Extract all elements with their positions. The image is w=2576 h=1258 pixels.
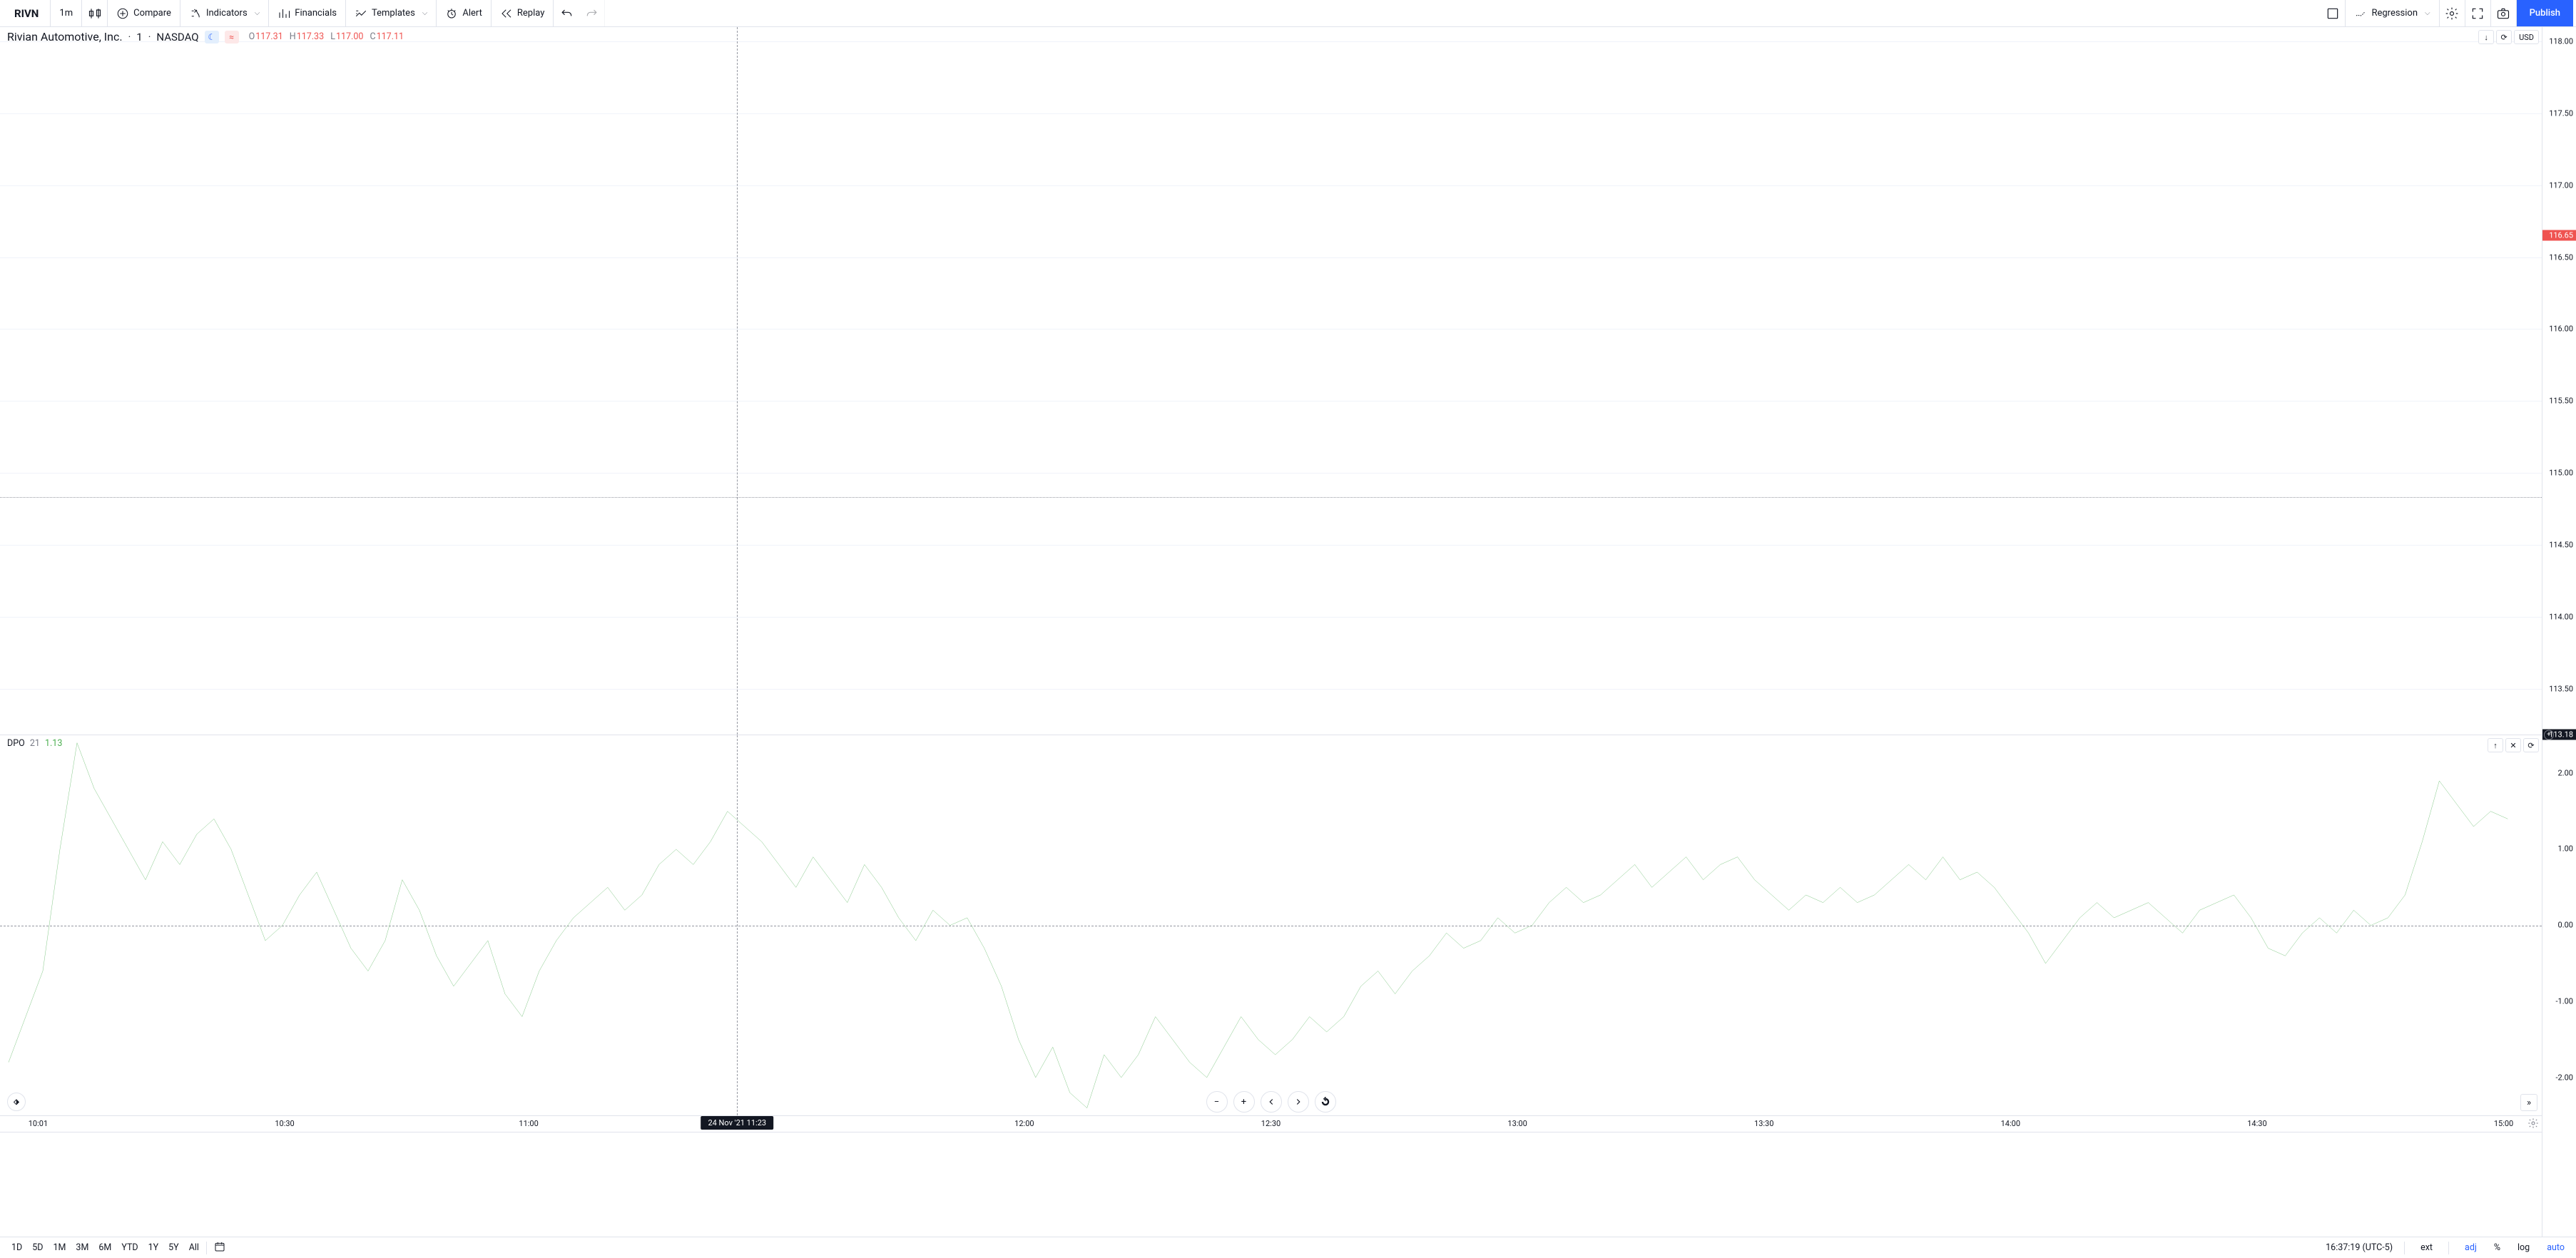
indicator-tick: 2.00 [2558,768,2573,777]
range-1y[interactable]: 1Y [144,1239,163,1256]
crosshair-price-label: 113.18+ [2542,730,2576,740]
symbol-search[interactable]: RIVN [3,0,51,26]
time-tick: 11:00 [519,1119,538,1128]
zoom-in-button[interactable]: + [1233,1091,1255,1113]
symbol-name[interactable]: Rivian Automotive, Inc. [7,30,123,44]
currency-selector[interactable]: USD [2514,30,2539,44]
range-all[interactable]: All [185,1239,203,1256]
indicator-tick: -2.00 [2556,1073,2574,1082]
top-toolbar: RIVN 1m Compare Indicators⌵ Financials T… [0,0,2576,27]
bottom-bar: 1D5D1M3M6MYTD1Y5YAll 16:37:19 (UTC-5) ex… [0,1237,2576,1258]
range-ytd[interactable]: YTD [117,1239,142,1256]
range-3m[interactable]: 3M [71,1239,93,1256]
compare-button[interactable]: Compare [108,0,180,26]
clock: 16:37:19 (UTC-5) [2326,1242,2393,1253]
undo-button[interactable] [554,0,579,26]
go-to-realtime-button[interactable]: » [2520,1094,2537,1111]
indicator-tick: -1.00 [2556,997,2574,1006]
chart-area: Rivian Automotive, Inc. · 1 · NASDAQ ☾ ≈… [0,27,2576,1237]
indicators-button[interactable]: Indicators⌵ [180,0,269,26]
delay-icon: ≈ [225,31,239,44]
indicator-pane[interactable]: DPO 21 1.13 ↑ ✕ ⟳ − + ⬗ » [0,735,2542,1115]
close-pane-button[interactable]: ✕ [2505,738,2521,752]
goto-date-button[interactable] [210,1238,230,1258]
scroll-left-button[interactable] [1261,1091,1282,1113]
price-tick: 116.50 [2549,252,2573,262]
chart-navigation: − + [1206,1091,1336,1113]
price-tick: 117.00 [2549,180,2573,190]
price-tick: 113.50 [2549,684,2573,693]
auto-scale-toggle[interactable]: auto [2542,1239,2569,1256]
financials-button[interactable]: Financials [269,0,346,26]
price-tick: 118.00 [2549,37,2573,46]
price-tick: 114.00 [2549,612,2573,621]
indicator-tick: 0.00 [2558,921,2573,930]
fullscreen-button[interactable] [2465,0,2491,26]
templates-button[interactable]: Templates⌵ [346,0,437,26]
alert-button[interactable]: Alert [437,0,492,26]
adj-toggle[interactable]: adj [2460,1239,2481,1256]
move-pane-up-button[interactable]: ↑ [2488,738,2503,752]
price-tick: 115.50 [2549,397,2573,406]
last-price-label: 116.65 [2542,230,2576,241]
auto-scale-button[interactable]: ⟳ [2496,30,2512,44]
time-tick: 14:00 [2001,1119,2020,1128]
ohlc-values: O117.31 H117.33 L117.00 C117.11 [245,31,404,42]
settings-button[interactable] [2440,0,2465,26]
range-1d[interactable]: 1D [7,1239,26,1256]
scroll-right-button[interactable] [1288,1091,1309,1113]
layout-button[interactable] [2320,0,2346,26]
redo-button[interactable] [579,0,605,26]
price-pane[interactable]: Rivian Automotive, Inc. · 1 · NASDAQ ☾ ≈… [0,27,2542,735]
price-tick: 115.00 [2549,469,2573,478]
range-1m[interactable]: 1M [49,1239,70,1256]
time-axis[interactable]: 10:01 10:30 11:00 12:00 12:30 13:00 13:30 14:00… [0,1115,2542,1132]
reset-button[interactable] [1315,1091,1336,1113]
time-tick: 13:00 [1507,1119,1527,1128]
snapshot-button[interactable] [2491,0,2517,26]
time-tick: 10:01 [29,1119,48,1128]
log-toggle[interactable]: log [2513,1239,2534,1256]
regression-tool[interactable]: Regression⌵ [2346,0,2439,26]
crosshair-time-label: 24 Nov '21 11:23 [701,1116,773,1130]
time-tick: 12:30 [1261,1119,1281,1128]
percent-toggle[interactable]: % [2490,1239,2505,1256]
indicator-legend[interactable]: DPO 21 1.13 [7,738,62,749]
indicator-tick: 1.00 [2558,844,2573,854]
price-tick: 116.00 [2549,324,2573,334]
price-axis[interactable]: 118.00 117.50 117.00 116.50 116.00 115.50 115.… [2542,27,2576,1237]
time-tick: 15:00 [2494,1119,2513,1128]
scroll-to-end-button[interactable]: ↓ [2478,30,2494,44]
range-6m[interactable]: 6M [94,1239,116,1256]
time-tick: 10:30 [275,1119,294,1128]
zoom-out-button[interactable]: − [1206,1091,1228,1113]
replay-button[interactable]: Replay [492,0,554,26]
symbol-legend: Rivian Automotive, Inc. · 1 · NASDAQ ☾ ≈… [7,30,404,44]
legend-exchange: NASDAQ [156,31,198,44]
range-5y[interactable]: 5Y [164,1239,183,1256]
range-5d[interactable]: 5D [28,1239,47,1256]
time-tick: 14:30 [2247,1119,2266,1128]
session-icon: ☾ [205,31,219,44]
range-selector: 1D5D1M3M6MYTD1Y5YAll [7,1239,203,1256]
publish-button[interactable]: Publish [2517,0,2573,26]
time-tick: 12:00 [1014,1119,1034,1128]
price-tick: 114.50 [2549,540,2573,549]
ext-hours-toggle[interactable]: ext [2416,1239,2437,1256]
axis-settings-button[interactable] [2527,1118,2539,1131]
legend-interval: 1 [136,31,142,44]
price-tick: 117.50 [2549,108,2573,118]
pane-scale-button[interactable]: ⟳ [2523,738,2539,752]
chart-style-button[interactable] [82,0,108,26]
interval-button[interactable]: 1m [51,0,82,26]
time-tick: 13:30 [1754,1119,1773,1128]
